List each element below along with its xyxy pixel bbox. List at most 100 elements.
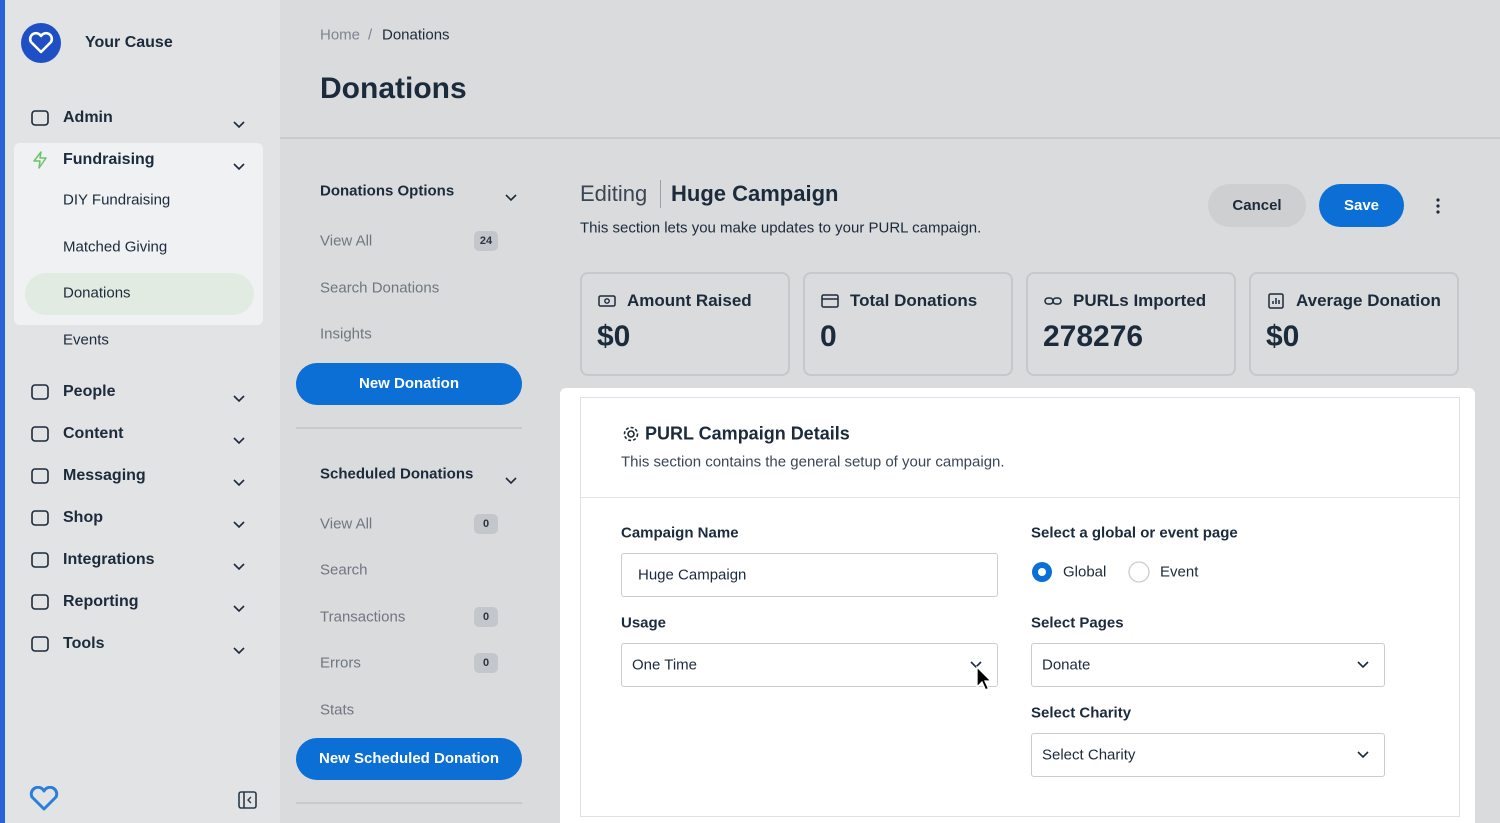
stat-icon: [1267, 292, 1285, 310]
chevron: [233, 474, 245, 487]
nav-icon: [30, 550, 50, 570]
field-label: Select Pages: [1031, 614, 1124, 632]
stat-card: [1249, 272, 1459, 376]
group-title[interactable]: Donations Options: [320, 182, 455, 200]
header-divider: [280, 137, 1500, 139]
chevron: [505, 189, 517, 202]
cancel-button[interactable]: Cancel: [1208, 184, 1306, 227]
radio-label[interactable]: Event: [1160, 563, 1199, 581]
field-label: Campaign Name: [621, 524, 739, 542]
breadcrumb-item[interactable]: Home: [320, 26, 361, 44]
primary-button[interactable]: New Donation: [296, 362, 522, 405]
editing-description: This section lets you make updates to yo…: [580, 219, 982, 237]
chevron: [233, 558, 245, 571]
collapse-button[interactable]: [238, 791, 257, 809]
group-item[interactable]: Stats: [320, 701, 355, 718]
footer-logo: [29, 786, 59, 811]
count-badge: 24: [474, 231, 498, 251]
group-item[interactable]: Search Donations: [320, 279, 440, 296]
stat-label: Average Donation: [1296, 291, 1441, 310]
chevron: [233, 642, 245, 655]
stat-value: $0: [1266, 320, 1300, 353]
chevron: [233, 116, 245, 129]
group-item[interactable]: View All: [320, 515, 373, 532]
stat-label: Amount Raised: [627, 291, 752, 310]
group-title[interactable]: Scheduled Donations: [320, 465, 474, 482]
nav-icon: [30, 108, 50, 128]
nav-item[interactable]: Integrations: [63, 551, 155, 569]
stat-value: $0: [597, 320, 631, 353]
select-value: Donate: [1042, 656, 1091, 674]
nav-item[interactable]: Shop: [63, 509, 103, 527]
chevron: [505, 472, 517, 484]
brand: Your Cause: [85, 34, 173, 51]
details-title: PURL Campaign Details: [645, 423, 850, 444]
nav-icon: [30, 466, 50, 486]
group-item[interactable]: Transactions: [320, 608, 406, 625]
charity-select[interactable]: [1031, 733, 1385, 777]
nav-subitem[interactable]: DIY Fundraising: [63, 191, 171, 209]
select-value: One Time: [632, 656, 698, 674]
stat-label: Total Donations: [850, 291, 978, 310]
group-item[interactable]: View All: [320, 232, 373, 250]
count-badge: 0: [474, 653, 498, 673]
primary-button[interactable]: New Scheduled Donation: [296, 738, 522, 780]
nav-icon: [30, 508, 50, 528]
stat-icon: [598, 292, 616, 310]
chevron: [233, 600, 245, 613]
editing-prefix: Editing: [580, 181, 648, 206]
nav-item[interactable]: Content: [63, 425, 124, 443]
chevron: [1357, 661, 1369, 669]
stat-icon: [821, 292, 839, 310]
campaign-title: Huge Campaign: [671, 181, 839, 206]
chevron: [970, 661, 982, 669]
usage-select[interactable]: [621, 643, 998, 687]
stat-value: 0: [820, 320, 837, 353]
page-title: Donations: [320, 72, 467, 105]
nav-active: [25, 273, 254, 316]
nav-subitem[interactable]: Donations: [63, 284, 131, 302]
count-badge: 0: [474, 513, 498, 534]
sidebar: [0, 0, 280, 823]
group-item[interactable]: Insights: [320, 325, 372, 343]
gear-icon: [623, 426, 639, 442]
nav-item[interactable]: Reporting: [63, 593, 139, 611]
pages-select[interactable]: [1031, 643, 1385, 687]
chevron: [1357, 751, 1369, 759]
chevron: [233, 158, 245, 171]
nav-subitem[interactable]: Events: [63, 331, 109, 349]
stat-card: [580, 272, 790, 376]
campaign-name-input[interactable]: [621, 553, 998, 597]
nav-subitem[interactable]: Matched Giving: [63, 238, 168, 256]
sidebar-stripe: [0, 0, 5, 823]
radio[interactable]: [1128, 561, 1150, 583]
more-menu[interactable]: [1434, 197, 1442, 215]
field-label: Select a global or event page: [1031, 524, 1238, 542]
cursor: [976, 666, 993, 691]
field-label: Usage: [621, 614, 667, 632]
chevron: [233, 432, 245, 445]
nav-item[interactable]: Tools: [63, 635, 105, 653]
select-value: Select Charity: [1042, 746, 1136, 764]
nav-icon: [30, 424, 50, 444]
group-item[interactable]: Errors: [320, 654, 361, 672]
group-item[interactable]: Search: [320, 561, 368, 579]
logo: [21, 23, 61, 63]
nav-item[interactable]: Fundraising: [63, 151, 155, 168]
radio-label[interactable]: Global: [1063, 563, 1107, 581]
save-button[interactable]: Save: [1319, 184, 1404, 227]
details-divider: [581, 497, 1459, 498]
nav-item[interactable]: Messaging: [63, 467, 146, 485]
stat-icon: [1044, 292, 1062, 310]
stat-card: [803, 272, 1013, 376]
radio[interactable]: [1031, 561, 1053, 583]
nav-item[interactable]: Admin: [63, 109, 113, 126]
editing-divider: [660, 180, 661, 208]
nav-icon: [30, 634, 50, 654]
nav-icon: [30, 592, 50, 612]
breadcrumb-item: Donations: [382, 26, 450, 44]
nav-item[interactable]: People: [63, 383, 116, 401]
breadcrumb-separator: /: [368, 26, 373, 44]
